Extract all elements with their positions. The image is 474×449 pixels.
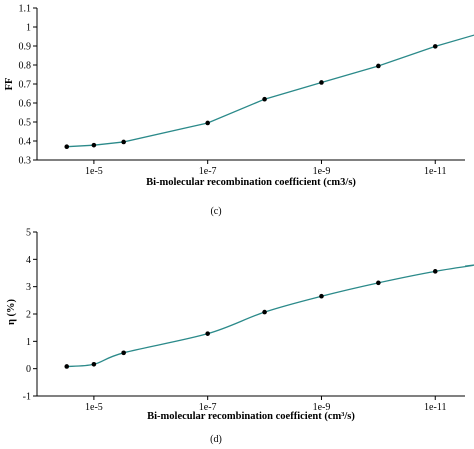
x-tick-label: 1e-5 (85, 166, 103, 177)
data-point (64, 364, 70, 369)
data-point (319, 293, 324, 299)
figure-caption: (d) (210, 434, 222, 445)
data-point (432, 269, 438, 274)
y-tick-label: 0.5 (19, 118, 32, 129)
figure-caption: (c) (210, 206, 221, 217)
y-tick-label: 1.1 (19, 4, 32, 15)
x-tick-label: 1e-9 (313, 402, 331, 413)
chart-ff: 0.30.40.50.60.70.80.911.1 1e-5 1e-7 1e-9 1e… (4, 4, 474, 217)
y-tick-label: 1 (26, 23, 31, 34)
chart-efficiency: -1 0 1 2 3 4 5 1e-5 1e-7 1e-9 1e-11 Bi-molecular … (6, 228, 474, 445)
x-axis-title: Bi-molecular recombination coefficient (… (146, 177, 356, 188)
data-point (262, 96, 267, 102)
y-tick-label: 3 (26, 282, 31, 293)
y-tick-label: 5 (26, 228, 31, 239)
y-tick-label: 0.3 (19, 156, 32, 167)
y-tick-label: 0.8 (19, 61, 32, 72)
y-tick-label: 2 (26, 310, 31, 321)
data-point (432, 44, 438, 49)
efficiency-markers (64, 269, 438, 369)
x-tick-label: 1e-9 (313, 166, 331, 177)
y-axis-title: η (%) (6, 298, 17, 325)
data-point (262, 309, 267, 315)
data-point (376, 280, 381, 286)
y-tick-label: -1 (23, 392, 31, 403)
y-ticks: -1 0 1 2 3 4 5 (23, 228, 37, 403)
efficiency-series-line (66, 264, 474, 368)
data-point (91, 142, 97, 148)
data-point (121, 350, 126, 356)
x-tick-label: 1e-7 (199, 166, 217, 177)
x-tick-label: 1e-7 (199, 402, 217, 413)
data-point (64, 144, 70, 149)
y-axis-title: FF (4, 78, 15, 91)
y-ticks: 0.3 0.4 0.5 0.6 0.7 0.8 0.9 1 1.1 (19, 4, 37, 167)
data-point (91, 361, 97, 367)
ff-series-line (66, 34, 474, 148)
data-point (319, 80, 324, 85)
x-ticks: 1e-5 1e-7 1e-9 1e-11 (85, 396, 446, 413)
data-point (121, 139, 126, 145)
y-tick-label: 0.7 (19, 80, 32, 91)
data-point (205, 120, 210, 126)
x-axis-title: Bi-molecular recombination coefficient (… (147, 411, 355, 422)
y-tick-label: 4 (26, 255, 31, 266)
y-tick-label: 0 (26, 364, 31, 375)
y-tick-label: 0.9 (19, 42, 32, 53)
x-tick-label: 1e-5 (85, 402, 103, 413)
y-tick-label: 0.4 (19, 137, 32, 148)
y-tick-label: 1 (26, 337, 31, 348)
x-tick-label: 1e-11 (424, 166, 446, 177)
x-ticks: 1e-5 1e-7 1e-9 1e-11 (85, 160, 446, 177)
x-tick-label: 1e-11 (424, 402, 446, 413)
y-tick-label: 0.6 (19, 99, 32, 110)
data-point (376, 63, 381, 69)
data-point (205, 331, 210, 336)
ff-markers (64, 44, 438, 149)
